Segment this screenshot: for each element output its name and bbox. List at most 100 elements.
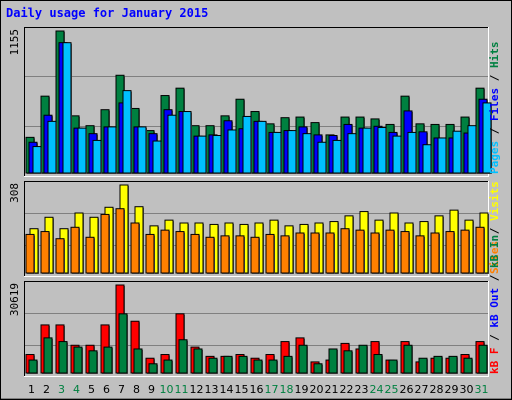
x-tick-label: 12	[190, 383, 204, 396]
bar-pages-day-7	[122, 90, 132, 174]
x-tick-label: 26	[400, 383, 414, 396]
bar-sites-day-26	[400, 231, 410, 274]
bar-kb-in-day-18	[283, 355, 293, 374]
x-tick-label: 9	[148, 383, 155, 396]
bar-pages-day-30	[467, 125, 477, 174]
x-tick-label: 21	[325, 383, 339, 396]
x-tick-label: 25	[385, 383, 399, 396]
panel-kb-in-out-f: 30619 kB F / kB Out / kB In	[8, 235, 501, 377]
bar-pages-day-14	[227, 129, 237, 174]
bar-pages-day-15	[242, 115, 252, 174]
bar-kb-in-day-19	[298, 344, 308, 374]
x-tick-label: 13	[205, 383, 219, 396]
bar-sites-day-2	[40, 231, 50, 274]
bar-sites-day-30	[460, 229, 470, 274]
bar-sites-day-17	[265, 233, 275, 274]
bar-kb-in-day-2	[43, 337, 53, 374]
bar-pages-day-6	[107, 126, 117, 174]
y-max-label: 308	[8, 183, 21, 203]
panel-visits-sites: 308 Sites / Visits	[8, 181, 501, 277]
bar-kb-in-day-14	[223, 355, 233, 374]
x-tick-label: 27	[415, 383, 429, 396]
x-tick-label: 19	[295, 383, 309, 396]
bar-kb-in-day-29	[448, 355, 458, 374]
bar-sites-day-15	[235, 235, 245, 274]
bar-kb-in-day-28	[433, 355, 443, 374]
bar-pages-day-12	[197, 135, 207, 174]
bar-sites-day-20	[310, 232, 320, 274]
bar-pages-day-20	[317, 141, 327, 174]
x-tick-label: 5	[88, 383, 95, 396]
bar-kb-in-day-13	[208, 357, 218, 374]
bar-sites-day-1	[25, 233, 35, 274]
legend-visits-sites: Sites / Visits	[488, 181, 501, 274]
bar-kb-in-day-31	[478, 344, 488, 374]
bar-sites-day-19	[295, 232, 305, 274]
x-tick-label: 15	[235, 383, 249, 396]
bar-sites-day-4	[70, 226, 80, 274]
bar-pages-day-11	[182, 111, 192, 174]
bar-sites-day-6	[100, 213, 110, 274]
bar-sites-day-14	[220, 235, 230, 274]
bar-kb-in-day-22	[343, 350, 353, 374]
bar-kb-in-day-27	[418, 357, 428, 374]
x-tick-label: 23	[355, 383, 369, 396]
x-tick-label: 10	[160, 383, 174, 396]
x-tick-label: 3	[58, 383, 65, 396]
bar-pages-day-31	[482, 102, 492, 174]
bar-sites-day-5	[85, 236, 95, 274]
bar-pages-day-13	[212, 135, 222, 174]
x-tick-label: 20	[310, 383, 324, 396]
x-tick-label: 17	[265, 383, 279, 396]
bar-sites-day-27	[415, 235, 425, 274]
bar-kb-in-day-23	[358, 344, 368, 374]
bar-pages-day-25	[392, 135, 402, 174]
bar-pages-day-5	[92, 139, 102, 174]
bar-sites-day-25	[385, 229, 395, 274]
bar-pages-day-9	[152, 140, 162, 174]
bar-kb-in-day-10	[163, 359, 173, 374]
x-tick-label: 1	[28, 383, 35, 396]
x-tick-label: 4	[73, 383, 80, 396]
bar-kb-in-day-20	[313, 363, 323, 374]
bar-pages-day-29	[452, 130, 462, 174]
x-axis-labels: 1 2 3 4 5 6 7 8 9 10 11 12 13 14 15 16 17 18 19 20 21 22 23 24 2…	[28, 383, 489, 396]
x-tick-label: 31	[475, 383, 489, 396]
bar-sites-day-21	[325, 232, 335, 274]
bar-kb-in-day-17	[268, 359, 278, 374]
bar-sites-day-11	[175, 231, 185, 274]
bar-kb-in-day-11	[178, 339, 188, 374]
x-tick-label: 18	[280, 383, 294, 396]
bar-kb-in-day-21	[328, 348, 338, 374]
bar-pages-day-4	[77, 127, 87, 174]
bar-sites-day-9	[145, 233, 155, 274]
bar-kb-in-day-25	[388, 359, 398, 374]
bar-kb-in-day-5	[88, 350, 98, 374]
bar-kb-in-day-12	[193, 348, 203, 374]
bar-kb-in-day-15	[238, 355, 248, 374]
bar-kb-in-day-24	[373, 354, 383, 374]
bar-sites-day-7	[115, 208, 125, 274]
bar-kb-in-day-4	[73, 346, 83, 374]
bar-pages-day-18	[287, 130, 297, 174]
x-tick-label: 14	[220, 383, 234, 396]
x-tick-label: 6	[103, 383, 110, 396]
bar-pages-day-23	[362, 127, 372, 174]
x-tick-label: 30	[460, 383, 474, 396]
panel-hits-files-pages: 1155 Pages / Files / Hits	[8, 27, 501, 177]
bar-pages-day-27	[422, 144, 432, 174]
x-tick-label: 22	[340, 383, 354, 396]
bar-kb-in-day-6	[103, 346, 113, 374]
bar-kb-in-day-16	[253, 359, 263, 374]
bar-sites-day-24	[370, 232, 380, 274]
bar-sites-day-13	[205, 236, 215, 274]
x-tick-label: 28	[430, 383, 444, 396]
bar-kb-in-day-7	[118, 313, 128, 374]
bar-sites-day-18	[280, 235, 290, 274]
bar-kb-in-day-30	[463, 357, 473, 374]
bar-pages-day-21	[332, 139, 342, 174]
bar-sites-day-22	[340, 228, 350, 274]
bar-kb-in-day-3	[58, 341, 68, 374]
x-tick-label: 7	[118, 383, 125, 396]
